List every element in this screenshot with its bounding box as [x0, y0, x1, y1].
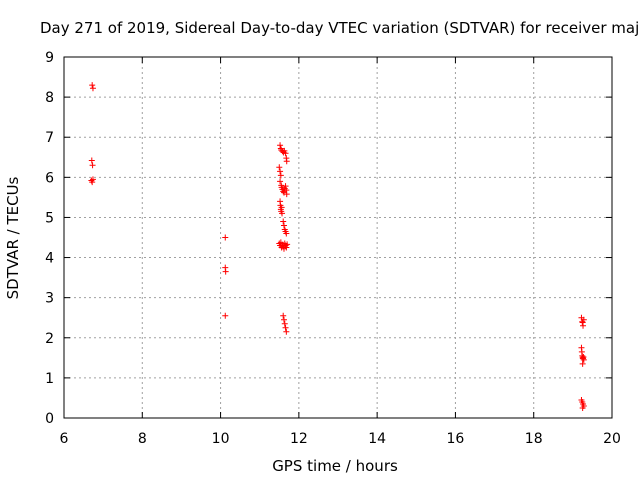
y-axis-label: SDTVAR / TECUs — [4, 176, 22, 299]
data-point-marker — [89, 85, 96, 92]
y-tick-label: 3 — [45, 291, 54, 307]
data-point-marker — [282, 150, 289, 157]
data-point-marker — [89, 162, 96, 169]
y-tick-label: 5 — [45, 210, 54, 226]
axis-ticks — [63, 56, 613, 419]
data-point-marker — [277, 168, 284, 175]
y-tick-label: 0 — [45, 411, 54, 427]
data-point-marker — [281, 320, 288, 327]
x-tick-label: 20 — [603, 431, 621, 447]
data-point-marker — [282, 324, 289, 331]
data-point-marker — [277, 142, 284, 149]
data-point-marker — [88, 157, 95, 164]
plot-frame — [63, 56, 613, 419]
y-tick-label: 8 — [45, 90, 54, 106]
data-point-marker — [278, 204, 285, 211]
y-tick-label: 6 — [45, 170, 54, 186]
data-point-marker — [579, 319, 586, 326]
data-point-marker — [282, 183, 289, 190]
x-tick-label: 18 — [525, 431, 543, 447]
chart-title: Day 271 of 2019, Sidereal Day-to-day VTE… — [40, 19, 640, 37]
data-point-marker — [283, 230, 290, 237]
x-tick-label: 10 — [212, 431, 230, 447]
data-point-marker — [222, 234, 229, 241]
data-point-marker — [279, 210, 286, 217]
x-tick-labels: 6 8 10 12 14 16 18 20 — [60, 431, 621, 447]
data-point-marker — [222, 312, 229, 319]
y-tick-label: 4 — [45, 251, 54, 267]
data-points — [88, 82, 587, 411]
data-point-marker — [280, 222, 287, 229]
x-tick-label: 8 — [138, 431, 147, 447]
data-point-marker — [283, 328, 290, 335]
data-point-marker — [280, 316, 287, 323]
data-point-marker — [580, 316, 587, 323]
data-point-marker — [280, 312, 287, 319]
data-point-marker — [283, 158, 290, 165]
data-point-marker — [280, 218, 287, 225]
data-point-marker — [89, 176, 96, 183]
data-point-marker — [579, 404, 586, 411]
y-tick-label: 2 — [45, 331, 54, 347]
x-tick-label: 14 — [368, 431, 386, 447]
data-point-marker — [579, 360, 586, 367]
x-axis-label: GPS time / hours — [272, 457, 398, 475]
y-tick-labels: 0 1 2 3 4 5 6 7 8 9 — [45, 50, 54, 427]
data-point-marker — [222, 268, 229, 275]
data-point-marker — [276, 164, 283, 171]
x-tick-label: 12 — [290, 431, 308, 447]
data-point-marker — [580, 356, 587, 363]
x-tick-label: 6 — [60, 431, 69, 447]
data-point-marker — [283, 191, 290, 198]
data-point-marker — [284, 241, 291, 248]
data-point-marker — [283, 244, 290, 251]
y-tick-label: 9 — [45, 50, 54, 66]
y-tick-label: 7 — [45, 130, 54, 146]
grid — [64, 57, 612, 418]
x-tick-label: 16 — [447, 431, 465, 447]
y-tick-label: 1 — [45, 371, 54, 387]
data-point-marker — [89, 82, 96, 89]
data-point-marker — [89, 179, 96, 186]
data-point-marker — [277, 178, 284, 185]
data-point-marker — [277, 172, 284, 179]
